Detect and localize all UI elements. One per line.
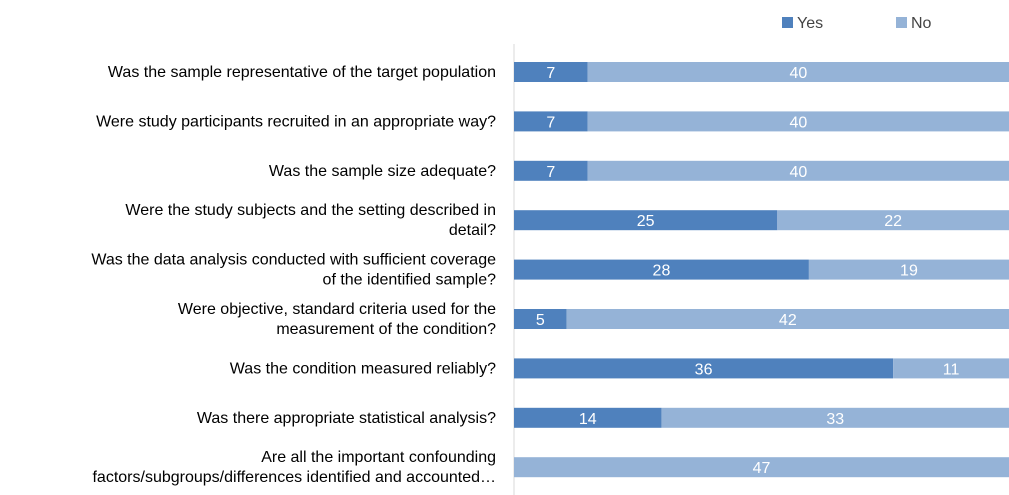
category-label: Were objective, standard criteria used f… bbox=[178, 301, 496, 318]
category-label: Was the sample size adequate? bbox=[269, 163, 496, 180]
data-label-no: 40 bbox=[789, 114, 807, 131]
data-label-yes: 28 bbox=[653, 263, 671, 280]
category-labels: Was the sample representative of the tar… bbox=[91, 64, 496, 486]
data-label-no: 33 bbox=[826, 411, 844, 428]
category-label: Was the data analysis conducted with suf… bbox=[91, 252, 496, 269]
category-label: Are all the important confounding bbox=[261, 449, 496, 466]
bar-no bbox=[587, 160, 1009, 181]
category-label: factors/subgroups/differences identified… bbox=[92, 469, 496, 486]
bar-no bbox=[587, 111, 1009, 132]
category-label: Were study participants recruited in an … bbox=[96, 113, 496, 130]
bar-yes bbox=[514, 62, 588, 82]
bar-no bbox=[808, 259, 1009, 280]
bar-no bbox=[514, 457, 1009, 478]
category-label: Was the sample representative of the tar… bbox=[108, 64, 496, 81]
category-label: detail? bbox=[449, 222, 496, 239]
category-label: of the identified sample? bbox=[323, 272, 497, 289]
data-label-yes: 14 bbox=[579, 411, 597, 428]
legend-swatch-yes bbox=[782, 17, 793, 28]
bar-yes bbox=[514, 407, 662, 428]
bar-no bbox=[566, 309, 1009, 329]
category-label: measurement of the condition? bbox=[276, 321, 496, 338]
legend-label-yes: Yes bbox=[797, 15, 823, 32]
data-label-no: 19 bbox=[900, 263, 918, 280]
data-label-yes: 7 bbox=[546, 114, 555, 131]
data-label-no: 11 bbox=[943, 361, 960, 378]
bar-yes bbox=[514, 111, 588, 132]
data-label-yes: 5 bbox=[536, 312, 545, 329]
bar-no bbox=[587, 62, 1009, 82]
data-label-yes: 7 bbox=[546, 65, 555, 82]
data-label-no: 42 bbox=[779, 312, 797, 329]
legend-label-no: No bbox=[911, 15, 932, 32]
data-label-no: 22 bbox=[884, 213, 902, 230]
data-label-yes: 36 bbox=[695, 361, 713, 378]
bar-no bbox=[777, 210, 1009, 231]
data-label-yes: 7 bbox=[546, 164, 555, 181]
data-label-yes: 25 bbox=[637, 213, 655, 230]
bar-no bbox=[661, 407, 1009, 428]
bar-yes bbox=[514, 160, 588, 181]
bar-yes bbox=[514, 210, 778, 231]
bar-no bbox=[893, 358, 1009, 379]
data-label-no: 40 bbox=[789, 65, 807, 82]
bar-yes bbox=[514, 358, 894, 379]
bar-yes bbox=[514, 259, 809, 280]
bar-yes bbox=[514, 309, 567, 329]
category-label: Was there appropriate statistical analys… bbox=[197, 410, 496, 427]
category-label: Were the study subjects and the setting … bbox=[125, 202, 496, 219]
bars: 7 40 7 40 7 40 25 22 28 19 5 42 36 11 14 33 47 bbox=[514, 62, 1009, 478]
data-label-no: 47 bbox=[753, 460, 771, 477]
legend-swatch-no bbox=[896, 17, 907, 28]
category-label: Was the condition measured reliably? bbox=[230, 360, 496, 377]
data-label-no: 40 bbox=[789, 164, 807, 181]
legend: Yes No bbox=[782, 15, 932, 32]
